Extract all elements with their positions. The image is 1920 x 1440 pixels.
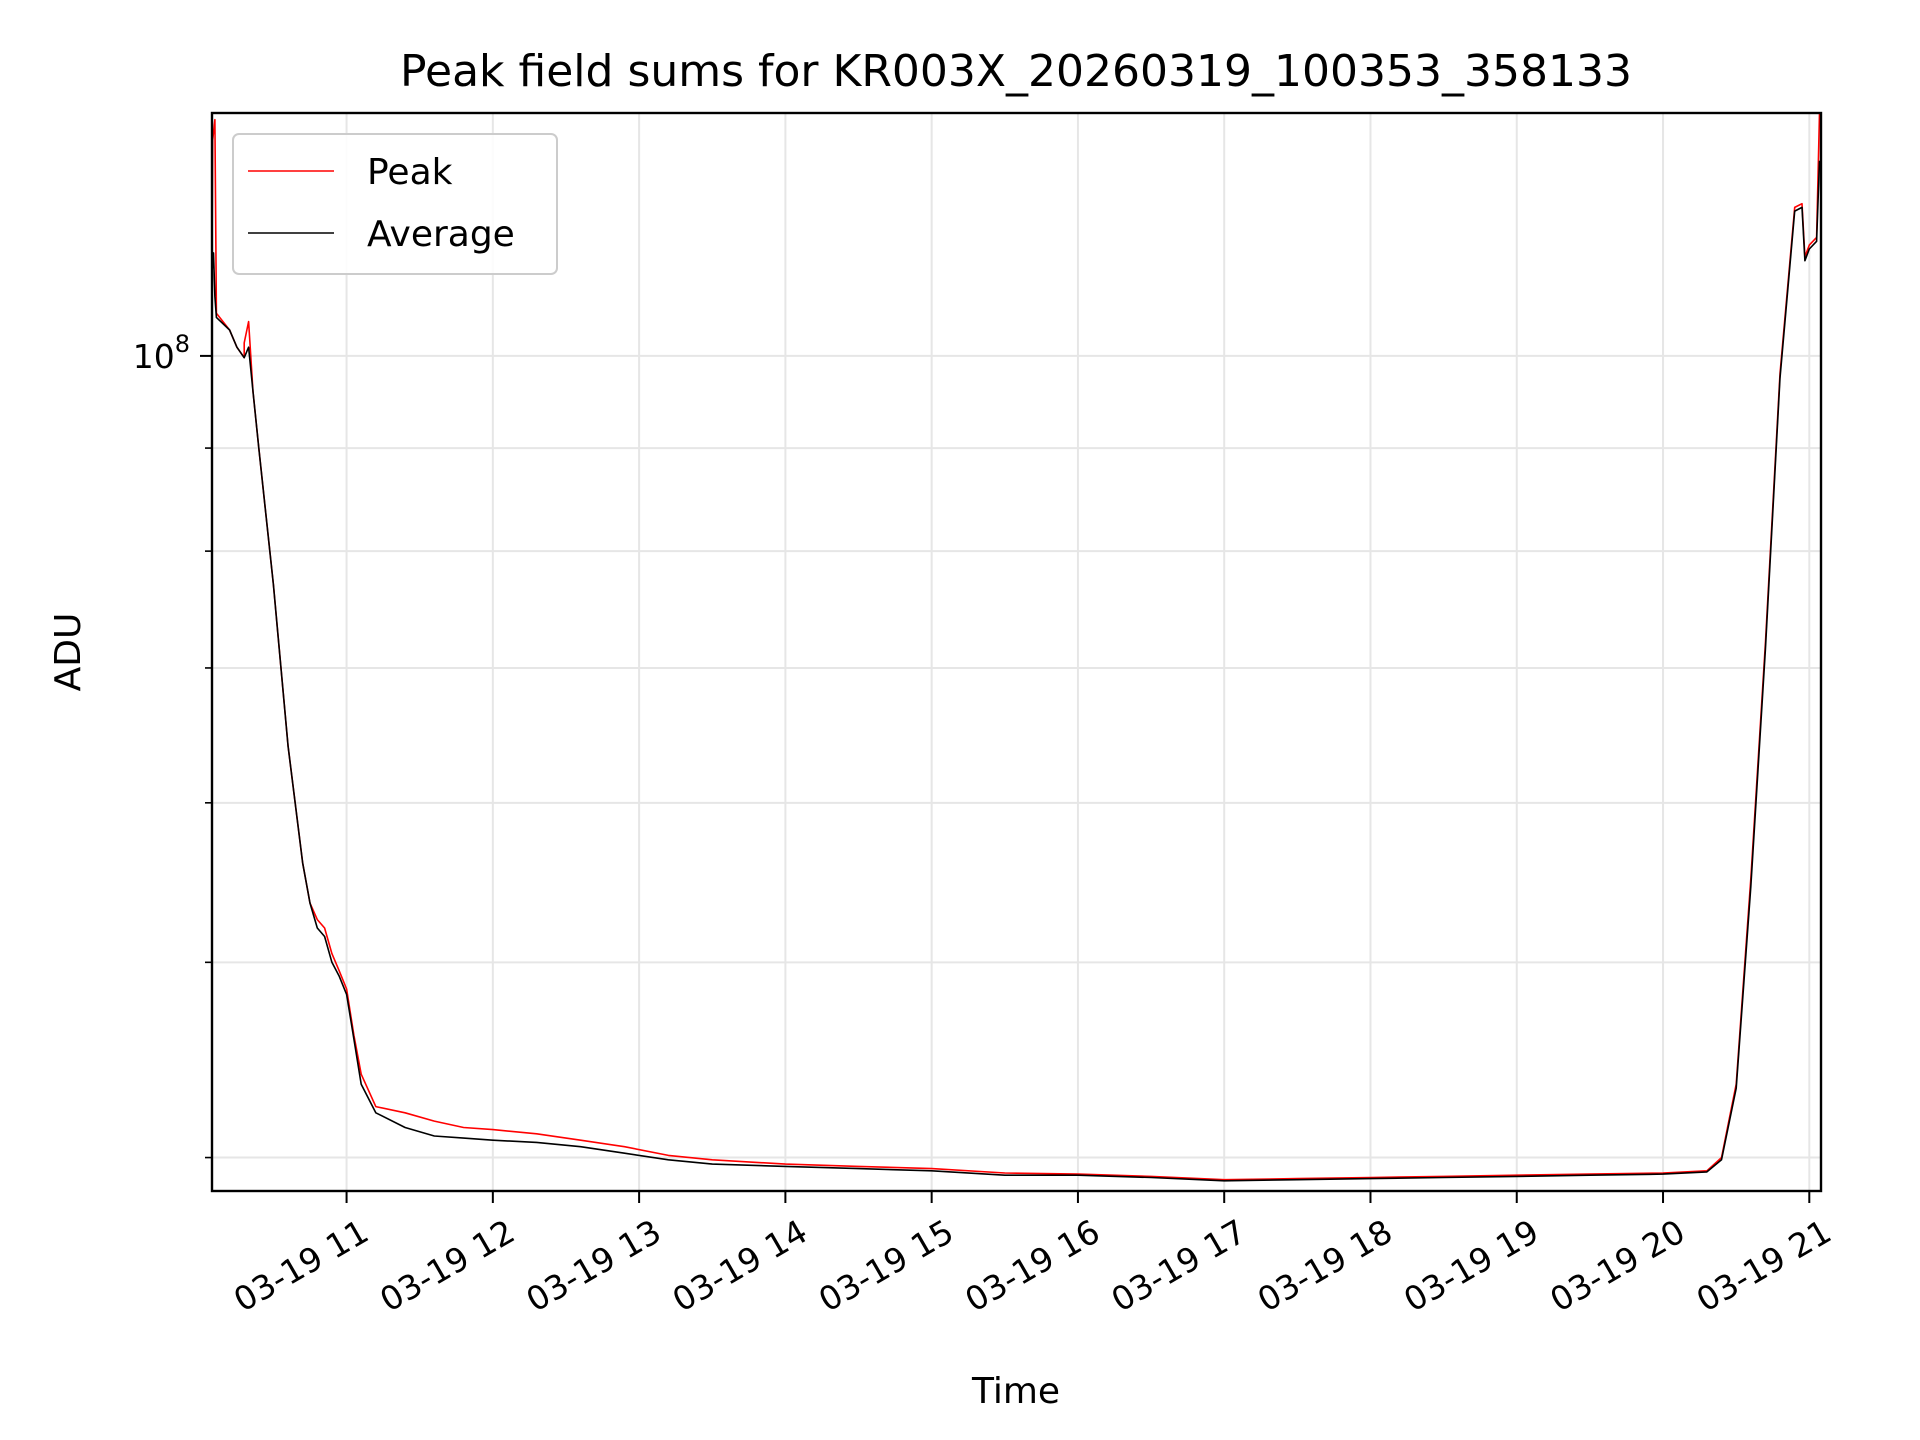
y-tick-label: 108 xyxy=(133,330,190,376)
legend: Peak Average xyxy=(232,133,558,275)
y-axis-label: ADU xyxy=(48,613,89,692)
series-layer xyxy=(211,112,1821,1182)
legend-label-peak: Peak xyxy=(367,152,453,193)
legend-box xyxy=(232,133,558,275)
plot-frame xyxy=(210,111,1823,1193)
legend-label-average: Average xyxy=(367,214,515,255)
chart-title: Peak field sums for KR003X_20260319_1003… xyxy=(400,46,1632,97)
series-line-average xyxy=(211,160,1821,1182)
grid xyxy=(212,113,1821,1191)
x-axis-label: Time xyxy=(971,1371,1060,1412)
